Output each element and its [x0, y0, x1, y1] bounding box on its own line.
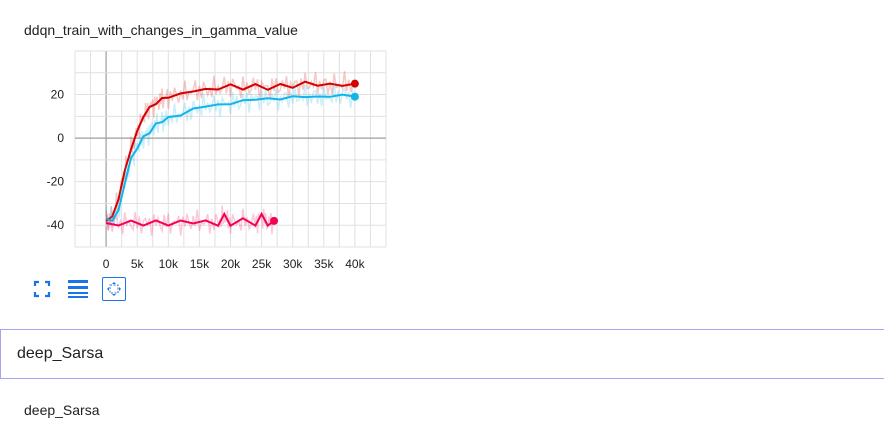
run-card-title: deep_Sarsa [24, 402, 100, 418]
series-line [105, 211, 275, 228]
toggle-log-icon [68, 280, 88, 298]
x-tick-label: 30k [283, 257, 303, 271]
chart-toolbar [30, 277, 126, 301]
series-raw-line [105, 205, 274, 236]
x-tick-label: 5k [131, 257, 145, 271]
series-end-point [350, 92, 359, 101]
series-line [105, 93, 356, 223]
x-tick-label: 10k [159, 257, 179, 271]
zoom-reset-icon [107, 282, 121, 296]
fit-domain-icon [33, 280, 51, 298]
zoom-reset-button[interactable] [102, 277, 126, 301]
y-tick-label: -20 [47, 175, 65, 189]
series-end-point [270, 216, 279, 225]
run-group-header[interactable]: deep_Sarsa [0, 329, 884, 379]
y-tick-label: -40 [47, 218, 65, 232]
x-tick-label: 15k [190, 257, 210, 271]
toggle-log-button[interactable] [66, 277, 90, 301]
line-chart[interactable]: 0 5k 10k 15k 20k 25k 30k 35k 40k 20 0 -20 -40 [0, 0, 420, 275]
y-tick-label: 0 [57, 131, 64, 145]
x-tick-label: 40k [345, 257, 365, 271]
y-tick-label: 20 [51, 88, 65, 102]
series-raw-line [105, 71, 354, 230]
fit-domain-button[interactable] [30, 277, 54, 301]
x-tick-label: 25k [252, 257, 272, 271]
series-raw-line [105, 83, 354, 228]
x-tick-label: 0 [103, 257, 110, 271]
chart-title: ddqn_train_with_changes_in_gamma_value [24, 22, 298, 38]
x-tick-label: 20k [221, 257, 241, 271]
x-tick-label: 35k [314, 257, 334, 271]
run-group-label: deep_Sarsa [17, 345, 104, 362]
series-end-point [350, 79, 359, 88]
series-line [105, 80, 356, 222]
